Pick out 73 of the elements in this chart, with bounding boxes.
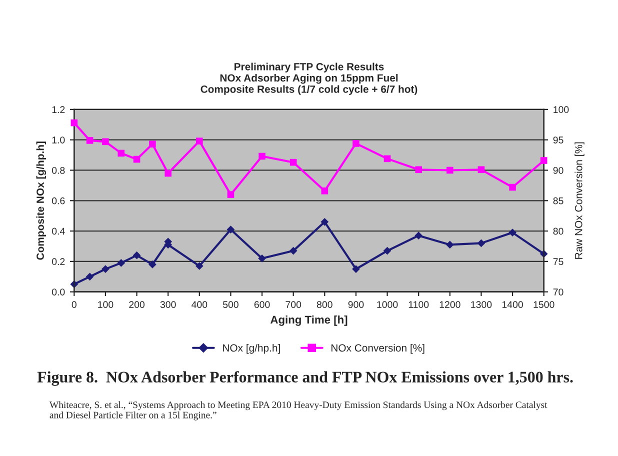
y2-axis-title: Raw NOx Conversion [%]: [574, 142, 584, 259]
point: [132, 251, 141, 260]
x-tick-label: 1300: [471, 301, 492, 308]
y2-tick-label: 85: [553, 197, 564, 204]
point: [478, 166, 485, 174]
y2-tick-label: 90: [553, 166, 564, 174]
text: Whiteacre, S. et al., “Systems Approach to Meeting EPA 2010 Heavy-Duty Emission Standards Using a NOx Adsorber Catalyst and Diesel Particle Filter on a 15l Engine.”: [49, 401, 548, 420]
point: [509, 184, 516, 191]
point: [70, 119, 78, 126]
x-tick-label: 0: [72, 301, 76, 308]
y2-tick-label: 95: [553, 136, 564, 144]
point: [540, 157, 548, 164]
y-tick-label: 0.2: [52, 258, 65, 266]
point: [148, 260, 156, 268]
x-tick-label: 1000: [377, 301, 398, 308]
point: [258, 254, 266, 262]
y-axis-title: Composite NOx [g/hp.h]: [36, 142, 46, 260]
y2-tick-label: 100: [554, 106, 569, 114]
x-tick-label: 600: [254, 301, 270, 308]
point: [352, 265, 360, 273]
point: [320, 218, 329, 226]
x-tick-label: 900: [348, 301, 364, 308]
point: [289, 246, 298, 255]
point: [102, 138, 109, 146]
point: [133, 156, 140, 163]
legend-label: NOx Conversion [%]: [331, 344, 424, 354]
point: [196, 138, 203, 144]
y2-tick-label: 80: [553, 228, 564, 235]
point: [508, 228, 516, 236]
x-tick-label: 1100: [408, 301, 429, 308]
legend-label: NOx [g/hp.h]: [223, 344, 280, 354]
point: [118, 150, 125, 157]
x-tick-label: 1200: [440, 301, 460, 308]
point: [321, 188, 328, 194]
point: [446, 240, 454, 249]
x-tick-label: 500: [223, 301, 238, 308]
y-tick-label: 1.0: [52, 136, 65, 144]
y2-tick-label: 70: [553, 288, 564, 296]
point: [258, 152, 266, 160]
x-axis-title: Aging Time [h]: [270, 315, 348, 326]
point: [446, 166, 454, 174]
point: [86, 272, 94, 281]
point: [117, 259, 126, 267]
point: [149, 140, 156, 148]
x-tick-label: 100: [98, 301, 114, 308]
y2-tick-label: 75: [553, 258, 564, 266]
point: [86, 137, 94, 144]
point: [383, 246, 392, 255]
x-tick-label: 400: [192, 301, 208, 308]
x-tick-label: 1500: [534, 301, 554, 308]
caption: Figure 8. NOx Adsorber Performance and FTP NOx Emissions over 1,500 hrs.: [37, 371, 573, 386]
x-tick-label: 300: [160, 301, 176, 308]
chart-title: Preliminary FTP Cycle Results NOx Adsorber Aging on 15ppm Fuel Composite Results (1/7 cold cycle + 6/7 hot): [200, 62, 418, 95]
point: [477, 239, 486, 248]
y-tick-label: 0.8: [52, 166, 65, 174]
point: [227, 191, 234, 198]
y-tick-label: 0.6: [52, 197, 65, 204]
point: [290, 158, 297, 166]
x-tick-label: 800: [316, 301, 332, 308]
y-tick-label: 1.2: [52, 106, 65, 113]
point: [415, 166, 422, 174]
x-tick-label: 1400: [502, 301, 523, 308]
point: [102, 265, 110, 273]
x-tick-label: 700: [286, 301, 302, 308]
point: [352, 140, 360, 147]
point: [226, 226, 235, 234]
point: [384, 155, 391, 162]
y-tick-label: 0.4: [52, 228, 65, 235]
point: [195, 262, 204, 270]
point: [414, 232, 423, 240]
y-tick-label: 0.0: [52, 288, 65, 296]
x-tick-label: 200: [129, 301, 145, 308]
point: [164, 170, 172, 177]
